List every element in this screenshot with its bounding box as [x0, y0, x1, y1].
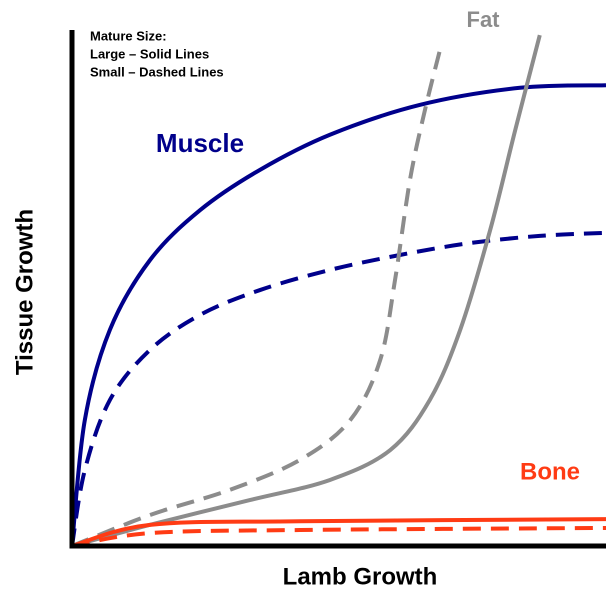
note-line: Large – Solid Lines: [90, 46, 209, 61]
x-axis-label: Lamb Growth: [283, 563, 438, 590]
dashed-line: [71, 525, 606, 548]
solid-line: [71, 34, 542, 548]
series-label: Muscle: [156, 128, 244, 158]
y-axis-label: Tissue Growth: [11, 209, 38, 375]
series-label: Bone: [520, 458, 580, 485]
dashed-line: [71, 49, 442, 548]
solid-line: [71, 517, 606, 548]
note-line: Mature Size:: [90, 28, 167, 43]
note-line: Small – Dashed Lines: [90, 64, 224, 79]
dashed-line: [70, 230, 606, 547]
solid-line: [70, 83, 606, 547]
series-label: Fat: [467, 7, 501, 32]
